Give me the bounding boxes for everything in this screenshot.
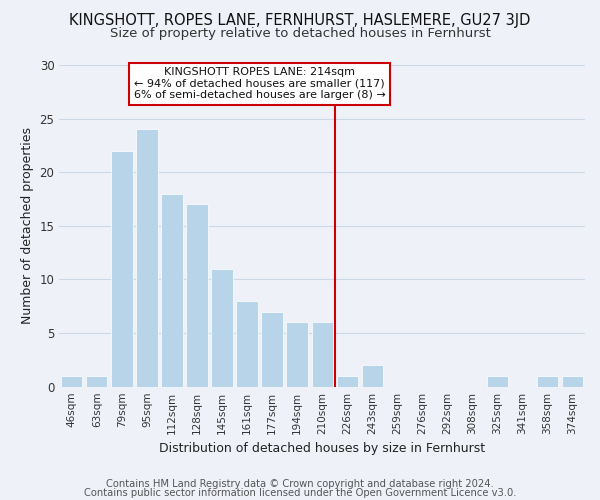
Bar xyxy=(236,301,257,386)
Text: Size of property relative to detached houses in Fernhurst: Size of property relative to detached ho… xyxy=(110,28,490,40)
Bar xyxy=(136,130,158,386)
Bar xyxy=(211,268,233,386)
Bar xyxy=(262,312,283,386)
Text: Contains public sector information licensed under the Open Government Licence v3: Contains public sector information licen… xyxy=(84,488,516,498)
X-axis label: Distribution of detached houses by size in Fernhurst: Distribution of detached houses by size … xyxy=(159,442,485,455)
Text: KINGSHOTT, ROPES LANE, FERNHURST, HASLEMERE, GU27 3JD: KINGSHOTT, ROPES LANE, FERNHURST, HASLEM… xyxy=(70,12,530,28)
Bar xyxy=(362,365,383,386)
Bar xyxy=(187,204,208,386)
Bar xyxy=(286,322,308,386)
Y-axis label: Number of detached properties: Number of detached properties xyxy=(21,128,34,324)
Bar xyxy=(487,376,508,386)
Bar xyxy=(311,322,333,386)
Text: Contains HM Land Registry data © Crown copyright and database right 2024.: Contains HM Land Registry data © Crown c… xyxy=(106,479,494,489)
Bar xyxy=(562,376,583,386)
Bar xyxy=(537,376,558,386)
Bar xyxy=(61,376,82,386)
Text: KINGSHOTT ROPES LANE: 214sqm
← 94% of detached houses are smaller (117)
6% of se: KINGSHOTT ROPES LANE: 214sqm ← 94% of de… xyxy=(134,67,385,100)
Bar xyxy=(111,151,133,386)
Bar xyxy=(161,194,182,386)
Bar xyxy=(86,376,107,386)
Bar xyxy=(337,376,358,386)
